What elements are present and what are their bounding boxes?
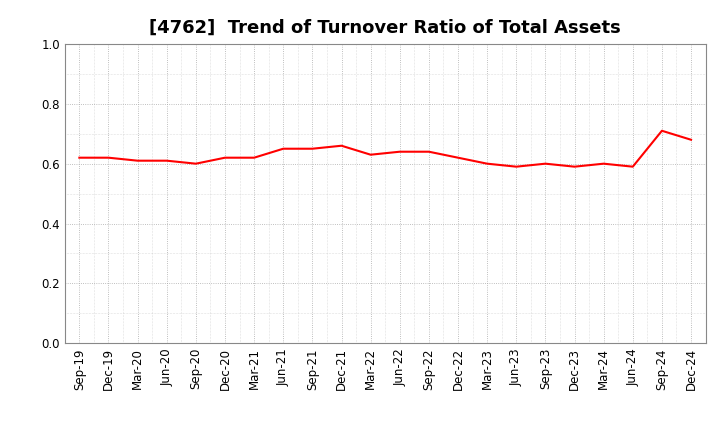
Title: [4762]  Trend of Turnover Ratio of Total Assets: [4762] Trend of Turnover Ratio of Total … <box>149 19 621 37</box>
